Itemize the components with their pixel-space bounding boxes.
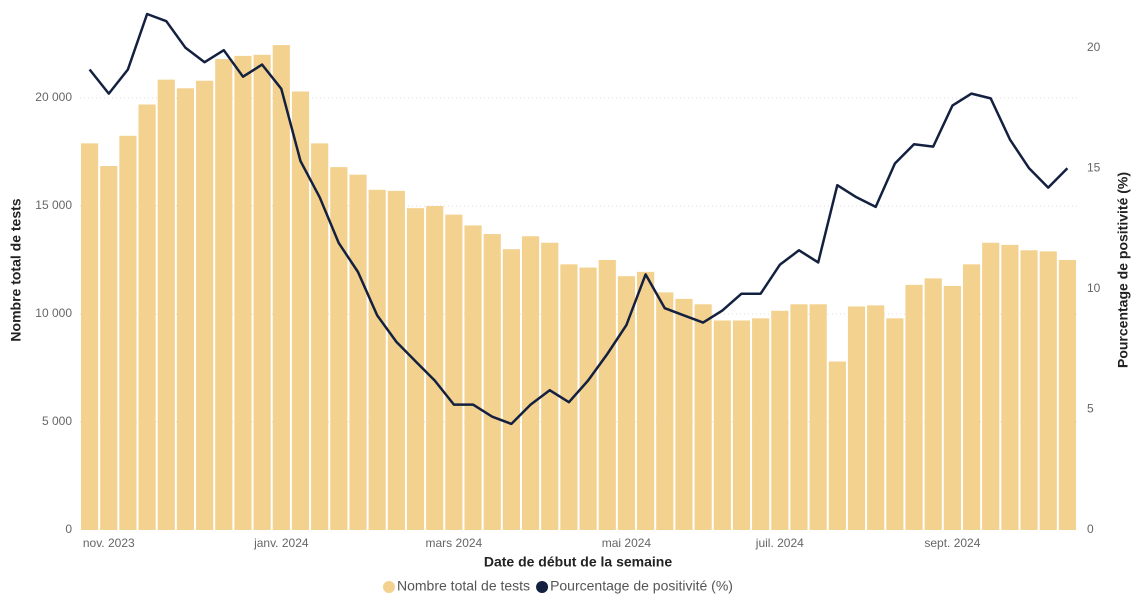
bar [886,318,904,530]
bar [598,260,616,530]
bar [387,190,405,530]
y2-axis-title: Pourcentage de positivité (%) [1115,172,1131,368]
bar [867,305,885,530]
bar [809,304,827,530]
line [88,12,1069,426]
bar [311,143,329,531]
bar [1001,244,1019,530]
y2-tick-label: 0 [1087,522,1094,536]
bar [982,242,1000,530]
y-tick-label: 5 000 [42,414,72,428]
x-tick-label: juil. 2024 [755,536,804,550]
y-tick-label: 0 [65,522,72,536]
y-tick-label: 20 000 [35,90,72,104]
x-tick-label: sept. 2024 [924,536,980,550]
bar [445,214,463,530]
bar [196,80,214,530]
y2-tick-label: 10 [1087,281,1101,295]
bar [1020,250,1038,530]
bar [502,249,520,530]
y-tick-label: 10 000 [35,306,72,320]
bar [138,104,156,530]
bar [406,208,425,530]
bar [176,88,195,530]
bar [119,135,137,531]
bar [426,206,444,530]
y2-tick-label: 20 [1087,40,1101,54]
bar [272,45,290,530]
legend-label: Pourcentage de positivité (%) [550,578,733,594]
bar [732,320,751,530]
bar [157,79,175,530]
bar [330,167,348,530]
x-tick-label: janv. 2024 [253,536,309,550]
bar [637,271,655,530]
bar [81,143,99,531]
bar [483,234,501,530]
bar [790,304,808,530]
legend-marker [536,581,549,593]
bar [560,264,578,530]
bar [234,55,252,530]
bar [656,292,674,530]
bar [943,285,961,530]
y-axis-title: Nombre total de tests [8,198,24,341]
bar [291,91,310,531]
x-axis-title: Date de début de la semaine [484,554,672,570]
bar [847,306,866,530]
y2-tick-label: 15 [1087,160,1101,174]
bar [617,276,636,530]
bar [464,225,482,530]
legend-label: Nombre total de tests [397,578,530,594]
bar [1039,251,1057,531]
bar [368,189,386,531]
bar [253,54,271,531]
legend-marker [383,581,395,593]
bar [349,174,367,530]
bar [924,278,942,530]
bar [541,242,559,530]
bar [752,318,770,530]
bar [215,59,233,531]
bar [771,310,789,530]
bar [962,264,981,530]
y-tick-label: 15 000 [35,198,72,212]
x-tick-label: mars 2024 [426,536,483,550]
bar [713,320,731,530]
y2-tick-label: 5 [1087,402,1094,416]
bar [694,304,712,530]
x-tick-label: mai 2024 [602,536,652,550]
bar [100,166,118,531]
bar [579,267,597,530]
bar [905,284,923,530]
x-tick-label: nov. 2023 [83,536,135,550]
bar [521,236,540,531]
bar [675,298,693,530]
bar [1058,260,1076,530]
bar [828,361,846,530]
